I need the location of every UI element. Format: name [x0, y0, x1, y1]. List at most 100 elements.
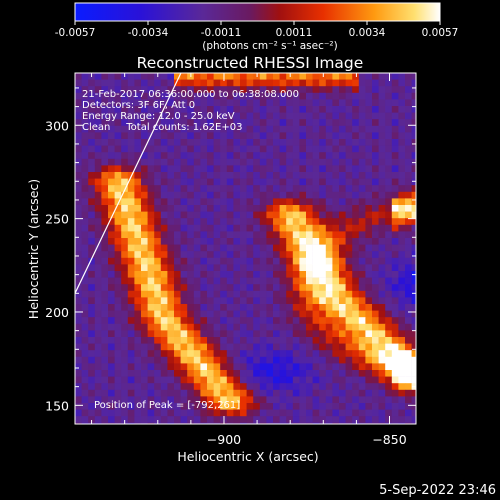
heatmap-cell: [147, 73, 155, 80]
heatmap-cell: [81, 185, 89, 193]
heatmap-cell: [273, 290, 280, 298]
heatmap-cell: [101, 172, 109, 179]
heatmap-cell: [220, 343, 228, 351]
heatmap-cell: [141, 383, 148, 391]
heatmap-cell: [246, 99, 254, 107]
heatmap-cell: [286, 185, 294, 193]
heatmap-cell: [259, 396, 267, 404]
heatmap-cell: [108, 323, 115, 331]
heatmap-cell: [345, 317, 353, 325]
heatmap-cell: [240, 383, 247, 391]
heatmap-cell: [154, 343, 162, 351]
heatmap-cell: [292, 152, 300, 160]
heatmap-cell: [167, 139, 175, 146]
heatmap-cell: [332, 218, 340, 226]
heatmap-cell: [306, 304, 313, 311]
heatmap-cell: [378, 112, 386, 120]
heatmap-cell: [319, 158, 327, 166]
heatmap-cell: [266, 304, 274, 311]
heatmap-cell: [220, 198, 228, 206]
heatmap-cell: [405, 416, 412, 424]
heatmap-cell: [292, 172, 300, 179]
heatmap-cell: [121, 383, 129, 391]
heatmap-cell: [286, 198, 294, 206]
heatmap-cell: [339, 145, 346, 153]
heatmap-cell: [233, 238, 241, 245]
heatmap-cell: [160, 244, 168, 252]
heatmap-cell: [319, 218, 327, 226]
heatmap-cell: [81, 383, 89, 391]
heatmap-cell: [207, 99, 214, 107]
heatmap-cell: [332, 158, 340, 166]
heatmap-cell: [200, 277, 208, 285]
heatmap-cell: [385, 297, 393, 305]
heatmap-cell: [246, 337, 254, 344]
heatmap-cell: [147, 389, 155, 397]
heatmap-cell: [141, 264, 148, 272]
heatmap-cell: [339, 343, 346, 351]
heatmap-cell: [292, 264, 300, 272]
heatmap-cell: [279, 370, 287, 377]
heatmap-cell: [292, 363, 300, 371]
heatmap-cell: [240, 185, 247, 193]
heatmap-cell: [253, 396, 261, 404]
heatmap-cell: [174, 198, 181, 206]
heatmap-cell: [81, 106, 89, 113]
heatmap-cell: [160, 106, 168, 113]
heatmap-cell: [141, 73, 148, 80]
heatmap-cell: [358, 257, 366, 265]
heatmap-cell: [332, 251, 340, 259]
heatmap-cell: [391, 304, 399, 311]
heatmap-cell: [101, 416, 109, 424]
heatmap-cell: [299, 264, 307, 272]
heatmap-cell: [121, 290, 129, 298]
heatmap-cell: [81, 284, 89, 292]
heatmap-cell: [141, 422, 148, 424]
heatmap-cell: [141, 284, 148, 292]
heatmap-cell: [101, 145, 109, 153]
heatmap-cell: [319, 363, 327, 371]
heatmap-cell: [273, 73, 280, 80]
heatmap-cell: [81, 172, 89, 179]
heatmap-cell: [81, 343, 89, 351]
heatmap-cell: [292, 297, 300, 305]
heatmap-cell: [292, 257, 300, 265]
heatmap-cell: [345, 79, 353, 87]
heatmap-cell: [207, 119, 214, 127]
heatmap-cell: [167, 125, 175, 133]
heatmap-cell: [339, 370, 346, 377]
heatmap-cell: [167, 383, 175, 391]
heatmap-cell: [174, 132, 181, 140]
heatmap-cell: [200, 125, 208, 133]
heatmap-cell: [365, 271, 373, 278]
heatmap-cell: [358, 125, 366, 133]
heatmap-cell: [325, 238, 333, 245]
heatmap-cell: [411, 310, 416, 318]
heatmap-cell: [319, 356, 327, 364]
heatmap-cell: [81, 264, 89, 272]
heatmap-cell: [101, 125, 109, 133]
heatmap-cell: [411, 350, 416, 358]
heatmap-cell: [339, 350, 346, 358]
heatmap-cell: [391, 389, 399, 397]
heatmap-cell: [193, 79, 201, 87]
heatmap-cell: [312, 396, 320, 404]
heatmap-cell: [391, 132, 399, 140]
heatmap-cell: [306, 264, 313, 272]
heatmap-cell: [345, 310, 353, 318]
heatmap-cell: [240, 396, 247, 404]
heatmap-cell: [134, 152, 142, 160]
heatmap-cell: [332, 125, 340, 133]
heatmap-cell: [134, 409, 142, 417]
heatmap-cell: [193, 284, 201, 292]
heatmap-cell: [266, 356, 274, 364]
heatmap-cell: [405, 86, 412, 94]
heatmap-cell: [319, 178, 327, 186]
heatmap-cell: [233, 139, 241, 146]
heatmap-cell: [75, 422, 82, 424]
heatmap-cell: [240, 191, 247, 199]
heatmap-cell: [365, 165, 373, 173]
heatmap-cell: [325, 422, 333, 424]
heatmap-cell: [213, 310, 221, 318]
heatmap-cell: [141, 139, 148, 146]
